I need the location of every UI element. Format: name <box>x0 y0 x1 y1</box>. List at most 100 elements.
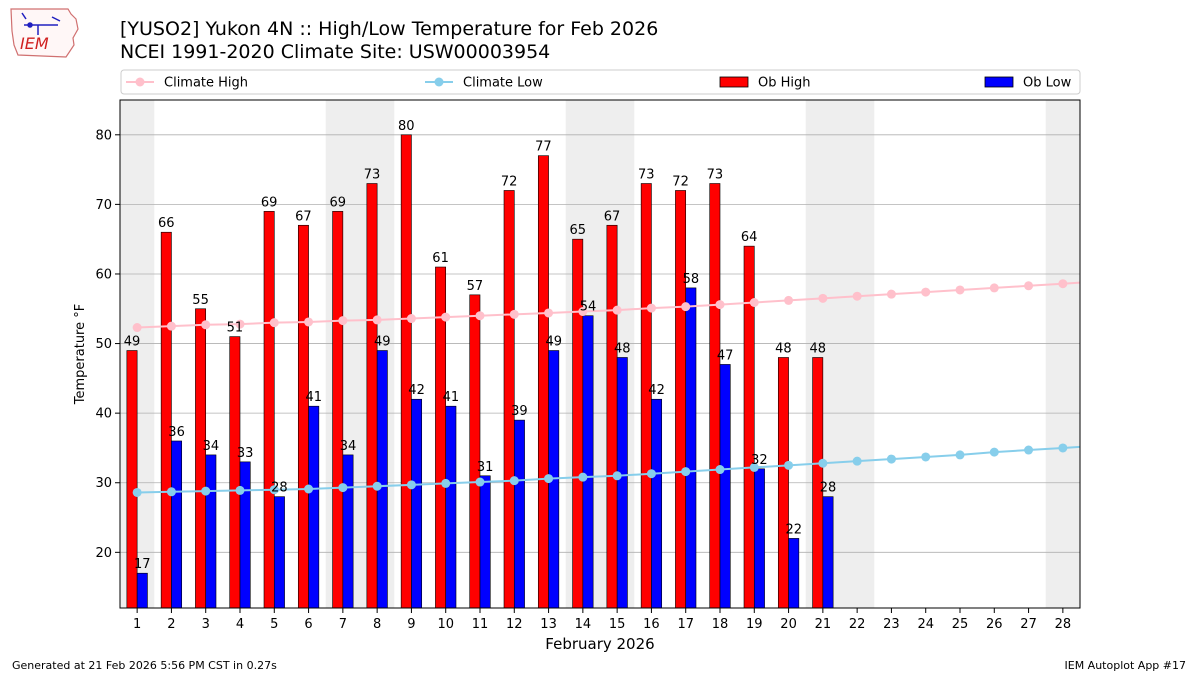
ob-high-label: 57 <box>467 279 484 294</box>
climate-low-point <box>989 447 999 457</box>
climate-low-point <box>646 469 656 479</box>
ob-high-label: 49 <box>124 335 141 350</box>
x-tick-label: 3 <box>202 617 210 632</box>
y-tick-label: 50 <box>95 337 112 352</box>
chart-title: [YUSO2] Yukon 4N :: High/Low Temperature… <box>120 18 659 40</box>
ob-high-bar <box>469 294 481 609</box>
x-tick-label: 26 <box>986 617 1003 632</box>
climate-low-point <box>612 471 622 481</box>
ob-high-label: 69 <box>329 195 346 210</box>
ob-high-bar <box>297 224 309 609</box>
ob-high-bar <box>537 155 549 609</box>
climate-low-point <box>1024 445 1034 455</box>
legend-label-ob-low: Ob Low <box>1023 76 1072 91</box>
climate-high-point <box>715 300 725 310</box>
ob-high-bar <box>263 211 275 609</box>
legend-item-climate-low: Climate Low <box>425 76 543 91</box>
ob-low-label: 49 <box>374 335 391 350</box>
ob-high-label: 67 <box>604 209 621 224</box>
climate-high-point <box>1058 279 1068 289</box>
climate-high-point <box>681 302 691 312</box>
data-labels: 49 66 55 51 69 67 69 73 80 61 57 72 77 65 67 73 72 73 64 48… <box>124 119 837 572</box>
ob-low-bar <box>136 572 148 609</box>
legend-frame <box>120 69 1081 95</box>
x-tick-label: 14 <box>575 617 592 632</box>
ob-low-label: 28 <box>820 481 837 496</box>
climate-low-point <box>509 476 519 486</box>
ob-high-label: 65 <box>569 223 586 238</box>
climate-high-point <box>818 293 828 303</box>
ob-low-label: 31 <box>477 460 494 475</box>
climate-low-point <box>784 460 794 470</box>
ob-low-bar <box>273 496 285 609</box>
ob-high-label: 73 <box>707 168 724 183</box>
ob-low-label: 49 <box>545 335 562 350</box>
x-tick-label: 15 <box>609 617 626 632</box>
climate-high-point <box>304 317 314 327</box>
x-tick-label: 12 <box>506 617 523 632</box>
legend-label-ob-high: Ob High <box>758 76 811 91</box>
x-tick-label: 1 <box>133 617 141 632</box>
ob-high-bar <box>195 308 207 609</box>
climate-high-point <box>132 323 142 333</box>
x-tick-label: 24 <box>917 617 934 632</box>
y-tick-label: 60 <box>95 267 112 282</box>
x-tick-label: 19 <box>746 617 763 632</box>
ob-low-label: 34 <box>340 439 357 454</box>
climate-low-point <box>406 480 416 490</box>
climate-high-point <box>1024 281 1034 291</box>
legend-item-climate-high: Climate High <box>126 76 248 91</box>
climate-low-point <box>441 478 451 488</box>
ob-low-bar <box>616 357 628 609</box>
ob-high-label: 72 <box>501 174 518 189</box>
climate-low-point <box>544 474 554 484</box>
ob-high-bar <box>160 231 172 609</box>
weather-station-icon <box>21 12 61 35</box>
ob-low-bar <box>479 475 491 609</box>
legend-item-ob-low: Ob Low <box>984 76 1072 91</box>
ob-low-label: 33 <box>237 446 254 461</box>
ob-high-label: 77 <box>535 140 552 155</box>
climate-low-point <box>852 456 862 466</box>
footer-app-label: IEM Autoplot App #17 <box>1064 659 1187 672</box>
ob-high-bar <box>675 190 687 609</box>
ob-high-bar <box>229 336 241 609</box>
climate-high-point <box>235 319 245 329</box>
climate-low-point <box>166 487 176 497</box>
ob-low-bar <box>308 405 320 609</box>
legend: Climate High Climate Low Ob High Ob Low <box>120 69 1081 95</box>
ob-low-label: 41 <box>443 390 460 405</box>
ob-high-bar <box>606 224 618 609</box>
x-tick-label: 20 <box>780 617 797 632</box>
y-tick-label: 30 <box>95 476 112 491</box>
climate-high-point <box>475 311 485 321</box>
ob-low-bar <box>239 461 251 609</box>
climate-high-point <box>338 316 348 326</box>
climate-low-point <box>201 486 211 496</box>
ob-low-label: 36 <box>168 425 185 440</box>
logo-text: IEM <box>20 34 49 53</box>
ob-high-label: 72 <box>672 174 689 189</box>
ob-low-label: 47 <box>717 348 734 363</box>
y-axis-label: Temperature °F <box>73 304 88 405</box>
climate-low-point <box>921 452 931 462</box>
x-tick-label: 23 <box>883 617 900 632</box>
climate-low-point <box>338 483 348 493</box>
x-tick-label: 27 <box>1020 617 1037 632</box>
ob-high-label: 80 <box>398 119 415 134</box>
ob-high-label: 73 <box>638 168 655 183</box>
ob-low-label: 41 <box>305 390 322 405</box>
ob-high-label: 55 <box>192 293 209 308</box>
climate-high-point <box>784 295 794 305</box>
y-tick-label: 70 <box>95 198 112 213</box>
x-tick-label: 11 <box>472 617 489 632</box>
x-tick-label: 22 <box>849 617 866 632</box>
climate-high-point <box>406 314 416 324</box>
x-tick-label: 4 <box>236 617 244 632</box>
ob-low-bar <box>753 468 765 609</box>
ob-high-bar <box>366 183 378 609</box>
climate-high-point <box>201 320 211 330</box>
ob-low-label: 42 <box>648 383 665 398</box>
ob-low-bar <box>719 364 731 609</box>
legend-item-ob-high: Ob High <box>719 76 811 91</box>
